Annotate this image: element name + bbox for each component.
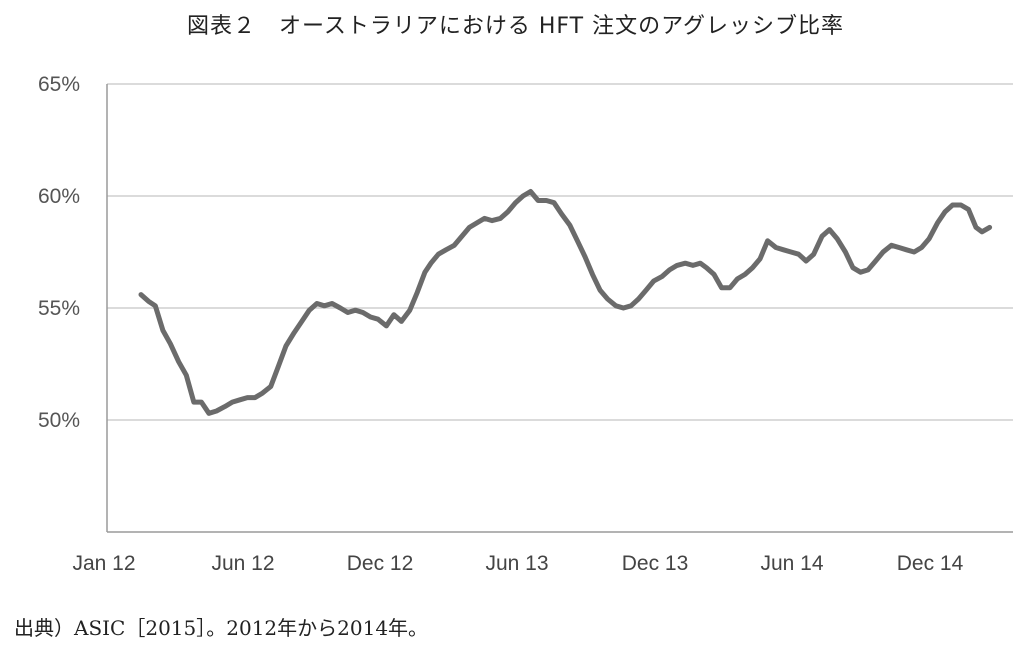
y-tick-label: 50%	[38, 409, 80, 432]
line-chart: 50% 55% 60% 65% Jan 12 Jun 12 Dec 12 Jun 13 Dec…	[38, 73, 1013, 575]
x-axis-ticks: Jan 12 Jun 12 Dec 12 Jun 13 Dec 13 Jun 14 Dec …	[72, 552, 963, 575]
x-tick-label: Jun 14	[760, 552, 823, 575]
y-tick-label: 65%	[38, 73, 80, 96]
x-tick-label: Dec 12	[347, 552, 414, 575]
series-line	[138, 189, 993, 416]
x-tick-label: Jun 13	[485, 552, 548, 575]
x-tick-label: Dec 14	[897, 552, 964, 575]
grid-lines	[107, 83, 1013, 421]
x-tick-label: Dec 13	[622, 552, 689, 575]
x-tick-label: Jan 12	[72, 552, 135, 575]
y-tick-label: 55%	[38, 297, 80, 320]
source-note: 出典）ASIC［2015］。2012年から2014年。	[14, 616, 429, 640]
y-axis-ticks: 50% 55% 60% 65%	[38, 73, 80, 432]
chart-title: 図表２ オーストラリアにおける HFT 注文のアグレッシブ比率	[186, 14, 845, 39]
y-tick-label: 60%	[38, 185, 80, 208]
x-tick-label: Jun 12	[211, 552, 274, 575]
